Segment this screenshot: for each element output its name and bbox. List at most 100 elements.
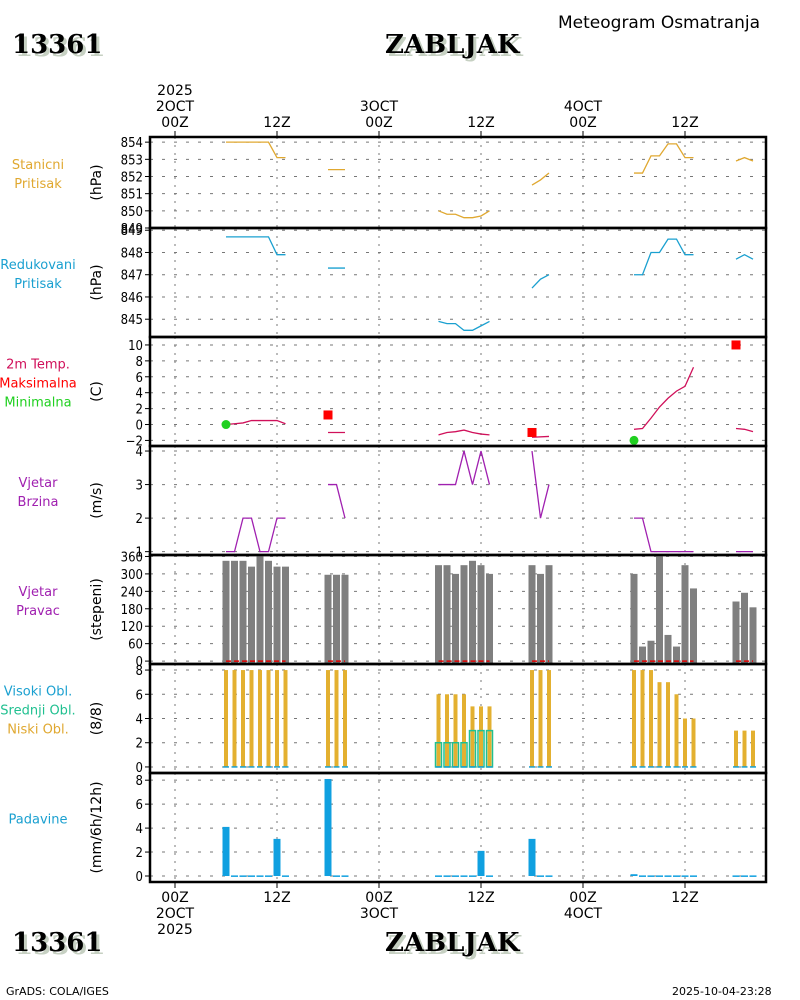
bar-clouds	[479, 706, 483, 767]
bar-precipitation	[222, 826, 230, 877]
series-line-temperature	[735, 427, 754, 433]
bar-clouds	[283, 670, 288, 767]
y-tick-label: 0	[136, 419, 143, 434]
bar-clouds	[640, 670, 645, 767]
x-tick-label-top: 2OCT	[156, 99, 195, 115]
bar-clouds	[453, 694, 458, 767]
unit-label-clouds: (8/8)	[89, 702, 105, 735]
y-tick-label: 845	[121, 313, 143, 328]
x-tick-label-top: 3OCT	[360, 99, 399, 115]
bar-precipitation	[341, 875, 349, 877]
y-tick-label: 846	[121, 291, 143, 306]
y-tick-label: 847	[121, 269, 143, 284]
panel-label-station-pressure: Pritisak	[14, 177, 62, 192]
bar-wind-direction	[749, 607, 757, 664]
x-tick-label-top: 12Z	[671, 115, 698, 131]
bar-wind-direction	[486, 573, 493, 664]
unit-label-wind-speed: (m/s)	[89, 482, 105, 519]
y-tick-label: 360	[121, 550, 143, 565]
y-tick-label: 6	[136, 371, 143, 386]
bar-precipitation	[273, 838, 281, 877]
series-line-station-pressure	[735, 156, 754, 162]
y-tick-label: 851	[121, 188, 143, 203]
bar-wind-direction	[673, 646, 680, 664]
generated-timestamp: 2025-10-04-23:28	[672, 985, 772, 998]
y-tick-label: 1	[136, 546, 143, 561]
bar-precipitation	[690, 875, 697, 877]
bar-wind-direction	[656, 556, 663, 664]
panel-frame-reduced-pressure	[148, 226, 768, 339]
y-tick-label: −2	[126, 434, 143, 449]
y-tick-label: 854	[121, 136, 143, 151]
bar-precipitation	[324, 778, 332, 877]
bar-precipitation	[630, 874, 638, 877]
unit-label-station-pressure: (hPa)	[89, 164, 105, 200]
y-tick-label: 120	[121, 620, 143, 635]
y-tick-label: 3	[136, 479, 143, 494]
bar-clouds	[751, 730, 755, 767]
y-tick-label: 2	[136, 512, 143, 527]
max-temp-marker	[527, 427, 537, 437]
bar-precipitation	[528, 838, 536, 877]
bar-precipitation	[435, 875, 442, 877]
bar-clouds	[742, 730, 747, 767]
bar-wind-direction	[231, 560, 238, 664]
grads-credit: GrADS: COLA/IGES	[6, 985, 109, 998]
series-line-temperature	[225, 419, 286, 426]
x-tick-label-top: 4OCT	[564, 99, 603, 115]
footer-station-name: ZABLJAK	[385, 928, 520, 958]
min-temp-marker	[221, 420, 231, 430]
bar-clouds	[445, 694, 449, 767]
bar-precipitation	[443, 875, 451, 877]
panel-label-temperature: Maksimalna	[0, 377, 77, 392]
bar-clouds	[683, 718, 687, 767]
y-tick-label: 0	[136, 870, 143, 885]
bar-clouds	[326, 670, 330, 767]
x-tick-label-top: 00Z	[365, 115, 392, 131]
panel-label-clouds: Visoki Obl.	[4, 685, 72, 700]
unit-label-temperature: (C)	[89, 381, 105, 402]
x-tick-label-top: 00Z	[569, 115, 596, 131]
bar-precipitation	[486, 875, 493, 877]
series-line-station-pressure	[531, 172, 550, 186]
bar-wind-direction	[528, 565, 536, 664]
bar-clouds	[734, 730, 738, 767]
series-line-station-pressure	[634, 143, 694, 174]
bar-wind-direction	[630, 573, 638, 664]
x-tick-label-top: 12Z	[263, 115, 290, 131]
panel-label-precipitation: Padavine	[9, 813, 68, 828]
panel-frame-temperature	[148, 335, 768, 448]
chart-subtitle: Meteogram Osmatranja	[558, 13, 761, 33]
panel-label-wind-direction: Vjetar	[19, 585, 59, 600]
x-tick-label-bottom: 00Z	[569, 890, 596, 906]
y-tick-label: 10	[128, 339, 143, 354]
bar-wind-direction	[639, 646, 646, 664]
y-tick-label: 0	[136, 655, 143, 670]
unit-label-precipitation: (mm/6h/12h)	[89, 781, 105, 873]
bar-clouds	[275, 670, 279, 767]
bar-wind-direction	[469, 560, 476, 664]
bar-precipitation	[545, 875, 553, 877]
bar-clouds	[691, 718, 696, 767]
bar-wind-direction	[265, 560, 272, 664]
y-tick-label: 6	[136, 798, 143, 813]
y-tick-label: 60	[128, 638, 143, 653]
panel-label-station-pressure: Stanicni	[12, 158, 64, 173]
bar-wind-direction	[248, 566, 255, 664]
y-tick-label: 6	[136, 688, 143, 703]
series-line-temperature	[633, 366, 695, 430]
x-tick-label-bottom: 00Z	[161, 890, 188, 906]
x-tick-label-top: 2025	[157, 83, 193, 99]
bar-wind-direction	[435, 565, 442, 664]
bar-precipitation	[639, 875, 646, 877]
bar-clouds	[258, 670, 262, 767]
series-line-station-pressure	[226, 141, 286, 159]
y-tick-label: 240	[121, 585, 143, 600]
y-tick-label: 4	[136, 445, 143, 460]
y-tick-label: 848	[121, 246, 143, 261]
bar-clouds	[241, 670, 245, 767]
y-tick-label: 2	[136, 737, 143, 752]
y-tick-label: 849	[121, 222, 143, 237]
y-tick-label: 2	[136, 403, 143, 418]
max-temp-marker	[323, 410, 333, 420]
